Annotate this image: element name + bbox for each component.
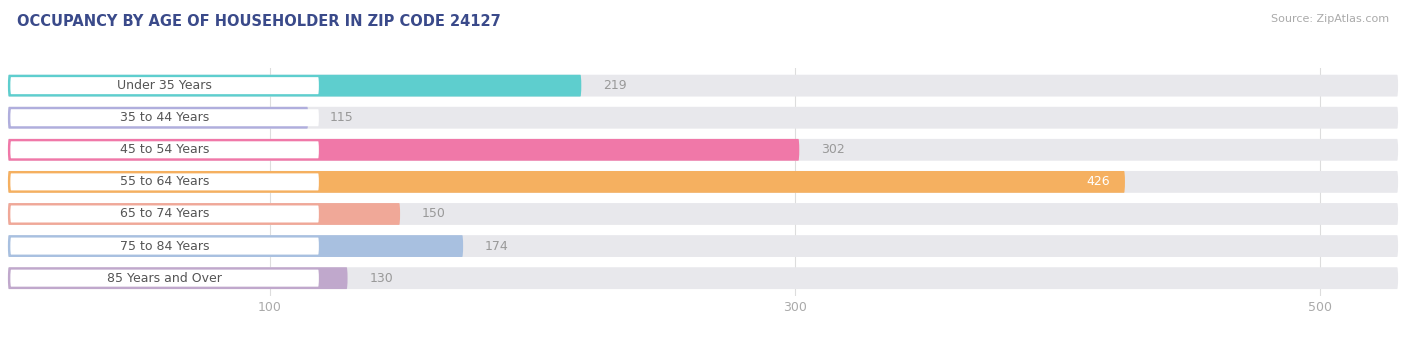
FancyBboxPatch shape [8, 171, 1125, 193]
Text: 426: 426 [1087, 175, 1111, 188]
FancyBboxPatch shape [8, 267, 1398, 289]
Text: Under 35 Years: Under 35 Years [117, 79, 212, 92]
FancyBboxPatch shape [10, 109, 319, 126]
FancyBboxPatch shape [10, 205, 319, 222]
FancyBboxPatch shape [8, 171, 1398, 193]
Text: 65 to 74 Years: 65 to 74 Years [120, 207, 209, 220]
FancyBboxPatch shape [10, 173, 319, 190]
Text: 174: 174 [485, 240, 509, 253]
Text: 55 to 64 Years: 55 to 64 Years [120, 175, 209, 188]
FancyBboxPatch shape [10, 77, 319, 94]
Text: 130: 130 [370, 272, 394, 285]
Text: 85 Years and Over: 85 Years and Over [107, 272, 222, 285]
Text: 35 to 44 Years: 35 to 44 Years [120, 111, 209, 124]
Text: 150: 150 [422, 207, 446, 220]
FancyBboxPatch shape [8, 203, 1398, 225]
Text: OCCUPANCY BY AGE OF HOUSEHOLDER IN ZIP CODE 24127: OCCUPANCY BY AGE OF HOUSEHOLDER IN ZIP C… [17, 14, 501, 29]
FancyBboxPatch shape [8, 139, 799, 161]
FancyBboxPatch shape [8, 75, 581, 97]
FancyBboxPatch shape [8, 107, 308, 129]
FancyBboxPatch shape [8, 203, 401, 225]
FancyBboxPatch shape [8, 235, 463, 257]
FancyBboxPatch shape [8, 235, 1398, 257]
Text: 45 to 54 Years: 45 to 54 Years [120, 143, 209, 156]
FancyBboxPatch shape [8, 267, 347, 289]
Text: Source: ZipAtlas.com: Source: ZipAtlas.com [1271, 14, 1389, 23]
FancyBboxPatch shape [10, 141, 319, 158]
Text: 302: 302 [821, 143, 845, 156]
Text: 75 to 84 Years: 75 to 84 Years [120, 240, 209, 253]
Text: 219: 219 [603, 79, 627, 92]
FancyBboxPatch shape [8, 139, 1398, 161]
FancyBboxPatch shape [10, 238, 319, 255]
FancyBboxPatch shape [10, 270, 319, 287]
Text: 115: 115 [330, 111, 354, 124]
FancyBboxPatch shape [8, 107, 1398, 129]
FancyBboxPatch shape [8, 75, 1398, 97]
